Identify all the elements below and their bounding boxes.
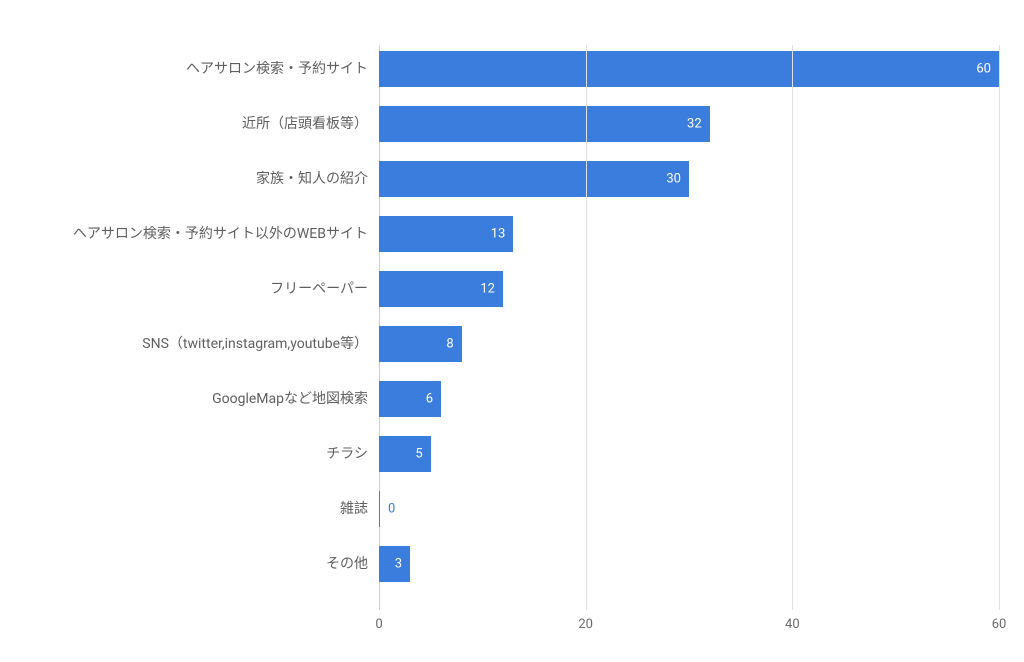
- bar-value-label: 60: [976, 62, 991, 77]
- bar: 13: [379, 216, 513, 252]
- bar: 12: [379, 271, 503, 307]
- bar-value-label: 30: [666, 172, 681, 187]
- category-label: 近所（店頭看板等）: [8, 106, 368, 142]
- bar: 8: [379, 326, 462, 362]
- x-tick-label: 60: [992, 617, 1007, 632]
- category-label: 家族・知人の紹介: [8, 161, 368, 197]
- bar-row: 8: [379, 326, 999, 362]
- bar-row: 13: [379, 216, 999, 252]
- bar: 6: [379, 381, 441, 417]
- bar-row: 30: [379, 161, 999, 197]
- bar-row: 6: [379, 381, 999, 417]
- bar-row: 60: [379, 51, 999, 87]
- category-label: チラシ: [8, 436, 368, 472]
- bar-row: 32: [379, 106, 999, 142]
- bar-row: 0: [379, 491, 999, 527]
- gridline: [792, 45, 793, 610]
- x-tick-label: 40: [785, 617, 800, 632]
- bar: 32: [379, 106, 710, 142]
- bar: 60: [379, 51, 999, 87]
- bar: 0: [379, 491, 380, 527]
- bar-value-label: 12: [480, 282, 495, 297]
- bar: 3: [379, 546, 410, 582]
- bar-value-label: 13: [491, 227, 506, 242]
- category-label: ヘアサロン検索・予約サイト: [8, 51, 368, 87]
- bar-row: 5: [379, 436, 999, 472]
- x-tick-label: 20: [578, 617, 593, 632]
- bar-chart: 60 32 30 13 12 8 6 5 0 3 0 20 40 60 ヘアサロン検索・予約サイト近所（店…: [0, 45, 1024, 645]
- category-label: GoogleMapなど地図検索: [8, 381, 368, 417]
- bar: 5: [379, 436, 431, 472]
- bar-value-label: 8: [446, 337, 453, 352]
- bar-value-label: 5: [415, 447, 422, 462]
- plot-area: 60 32 30 13 12 8 6 5 0 3: [379, 45, 999, 610]
- gridline: [586, 45, 587, 610]
- category-label: フリーペーパー: [8, 271, 368, 307]
- bar-value-label: 6: [426, 392, 433, 407]
- bar-row: 12: [379, 271, 999, 307]
- category-label: SNS（twitter,instagram,youtube等）: [8, 326, 368, 362]
- category-label: その他: [8, 546, 368, 582]
- x-tick-label: 0: [375, 617, 382, 632]
- category-label: 雑誌: [8, 491, 368, 527]
- bar-row: 3: [379, 546, 999, 582]
- bar: 30: [379, 161, 689, 197]
- bar-value-label: 0: [388, 502, 395, 517]
- bar-value-label: 3: [395, 557, 402, 572]
- gridline: [999, 45, 1000, 610]
- bar-value-label: 32: [687, 117, 702, 132]
- category-label: ヘアサロン検索・予約サイト以外のWEBサイト: [8, 216, 368, 252]
